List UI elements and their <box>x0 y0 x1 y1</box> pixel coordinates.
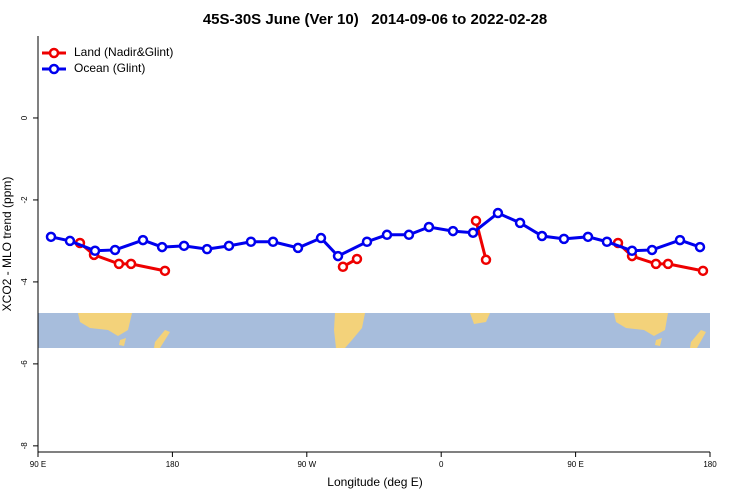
data-point <box>381 229 393 241</box>
data-point <box>137 234 149 246</box>
data-point <box>45 231 57 243</box>
x-tick-label: 90 W <box>297 460 316 469</box>
data-point <box>223 240 235 252</box>
data-point <box>492 207 504 219</box>
data-point <box>113 258 125 270</box>
data-point <box>650 258 662 270</box>
data-point <box>447 225 459 237</box>
x-tick-label: 180 <box>703 460 717 469</box>
data-point <box>351 253 363 265</box>
x-tick-label: 90 E <box>567 460 583 469</box>
series-line <box>50 211 701 258</box>
data-point <box>646 244 658 256</box>
data-point <box>697 265 709 277</box>
data-point <box>470 215 482 227</box>
data-point <box>332 250 344 262</box>
data-point <box>694 241 706 253</box>
data-point <box>403 229 415 241</box>
y-tick-label: -6 <box>20 360 29 368</box>
chart-title: 45S-30S June (Ver 10) 2014-09-06 to 2022… <box>203 11 547 28</box>
data-point <box>467 227 479 238</box>
data-point <box>601 236 613 247</box>
data-point <box>315 232 327 244</box>
data-point <box>514 217 526 229</box>
data-point <box>292 242 304 254</box>
data-point <box>361 236 373 247</box>
x-axis-label: Longitude (deg E) <box>327 475 422 489</box>
data-point <box>674 234 686 246</box>
data-point <box>480 254 492 266</box>
data-point <box>156 241 168 253</box>
x-tick-label: 0 <box>439 460 444 469</box>
data-point <box>582 231 594 243</box>
data-point <box>125 258 137 270</box>
data-point <box>89 245 101 257</box>
data-point <box>201 243 213 255</box>
y-axis-label: XCO2 - MLO trend (ppm) <box>0 177 14 312</box>
map-band <box>38 313 710 348</box>
data-point <box>245 236 257 247</box>
x-tick-label: 180 <box>166 460 180 469</box>
data-point <box>423 221 435 233</box>
data-point <box>267 236 279 247</box>
y-tick-label: -8 <box>20 442 29 450</box>
data-point <box>536 230 548 242</box>
data-point <box>178 240 190 252</box>
data-point <box>159 265 171 277</box>
legend-label: Land (Nadir&Glint) <box>74 45 173 59</box>
legend-label: Ocean (Glint) <box>74 61 145 75</box>
legend-marker <box>48 63 60 75</box>
data-point <box>64 235 76 247</box>
x-tick-label: 90 E <box>30 460 46 469</box>
data-point <box>109 244 121 256</box>
data-point <box>662 258 674 270</box>
y-tick-label: 0 <box>20 115 29 120</box>
legend-marker <box>48 47 60 59</box>
data-point <box>558 233 570 245</box>
y-tick-label: -2 <box>20 196 29 204</box>
data-point <box>626 245 638 257</box>
data-point <box>337 261 349 272</box>
y-tick-label: -4 <box>20 278 29 286</box>
